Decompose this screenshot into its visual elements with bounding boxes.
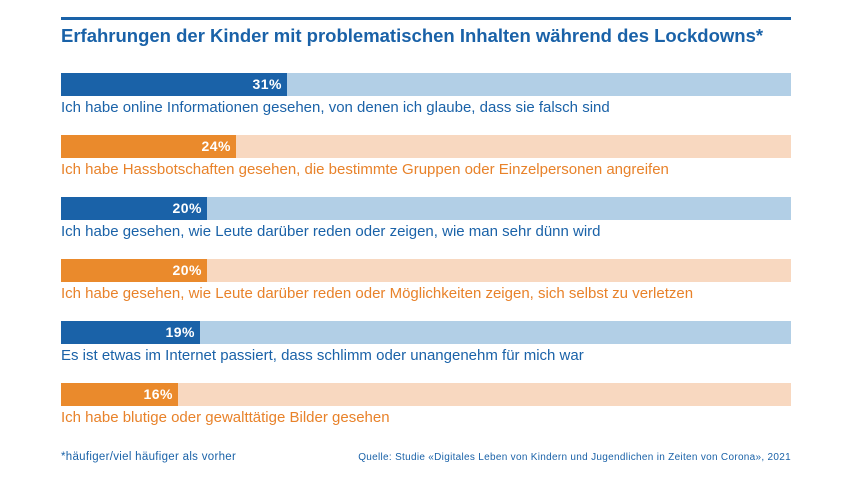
- footnote: *häufiger/viel häufiger als vorher: [61, 451, 237, 463]
- bar-value-label: 19%: [165, 324, 195, 340]
- source-note: Quelle: Studie «Digitales Leben von Kind…: [358, 452, 791, 463]
- bar: [61, 197, 207, 220]
- bar-category-label: Es ist etwas im Internet passiert, dass …: [61, 347, 584, 364]
- bar-row: 24% Ich habe Hassbotschaften gesehen, die…: [61, 135, 791, 195]
- bar-value-label: 20%: [172, 262, 202, 278]
- bar-row: 31% Ich habe online Informationen gesehen…: [61, 73, 791, 133]
- bar-value-label: 16%: [143, 386, 173, 402]
- bar: [61, 383, 178, 406]
- bar-value-label: 31%: [252, 76, 282, 92]
- bar-category-label: Ich habe blutige oder gewalttätige Bilde…: [61, 409, 390, 426]
- bar: [61, 135, 236, 158]
- bar-track: 20%: [61, 197, 791, 220]
- bar: [61, 321, 200, 344]
- bar-category-label: Ich habe Hassbotschaften gesehen, die be…: [61, 161, 669, 178]
- bar-track: 16%: [61, 383, 791, 406]
- chart-title: Erfahrungen der Kinder mit problematisch…: [61, 25, 764, 46]
- bar-value-label: 24%: [201, 138, 231, 154]
- bar-category-label: Ich habe gesehen, wie Leute darüber rede…: [61, 285, 694, 302]
- title-rule: [61, 17, 791, 20]
- bar-track: 20%: [61, 259, 791, 282]
- bar-row: 16% Ich habe blutige oder gewalttätige Bi…: [61, 383, 791, 443]
- bar-category-label: Ich habe gesehen, wie Leute darüber rede…: [61, 223, 601, 240]
- bar-track: 31%: [61, 73, 791, 96]
- bar-track: 19%: [61, 321, 791, 344]
- bar-row: 20% Ich habe gesehen, wie Leute darüber r…: [61, 259, 791, 319]
- bar-value-label: 20%: [172, 200, 202, 216]
- bar-row: 19% Es ist etwas im Internet passiert, da…: [61, 321, 791, 381]
- bar: [61, 73, 287, 96]
- bar: [61, 259, 207, 282]
- bar-track: 24%: [61, 135, 791, 158]
- bar-row: 20% Ich habe gesehen, wie Leute darüber r…: [61, 197, 791, 257]
- bar-category-label: Ich habe online Informationen gesehen, v…: [61, 99, 610, 116]
